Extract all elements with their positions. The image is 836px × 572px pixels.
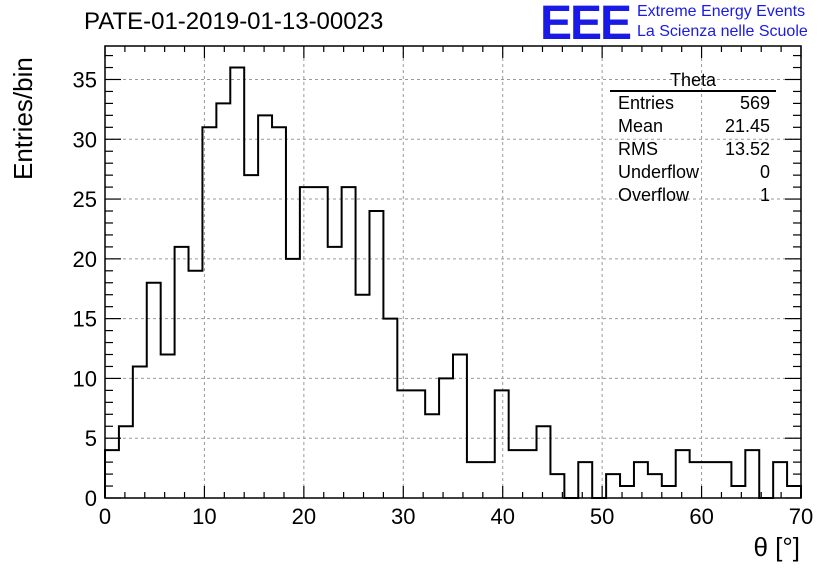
- histogram-bin: [133, 366, 147, 498]
- histogram-bin: [161, 355, 175, 498]
- stats-row-label: Mean: [618, 116, 664, 136]
- histogram-bin: [244, 175, 258, 498]
- x-tick-label: 60: [689, 504, 713, 529]
- histogram-bin: [369, 211, 383, 498]
- histogram-bin: [397, 390, 411, 498]
- histogram-bin: [634, 462, 648, 498]
- x-tick-label: 10: [192, 504, 216, 529]
- histogram-bin: [425, 414, 439, 498]
- stats-row-value: 1: [759, 185, 770, 205]
- histogram-bin: [411, 390, 425, 498]
- histogram-bin: [230, 68, 244, 498]
- x-tick-label: 70: [789, 504, 813, 529]
- y-tick-label: 0: [85, 486, 97, 511]
- eee-logo-text: Extreme Energy Events La Scienza nelle S…: [637, 2, 808, 42]
- stats-row-value: 13.52: [724, 139, 770, 159]
- histogram-bin: [662, 486, 676, 498]
- x-tick-label: 50: [590, 504, 614, 529]
- histogram-bin: [383, 319, 397, 498]
- y-tick-label: 15: [73, 307, 97, 332]
- stats-row-value: 21.45: [724, 116, 770, 136]
- stats-row-label: Entries: [618, 93, 675, 113]
- x-tick-label: 30: [391, 504, 415, 529]
- histogram-bin: [787, 486, 801, 498]
- y-tick-label: 10: [73, 366, 97, 391]
- histogram-bin: [439, 378, 453, 498]
- histogram-bin: [175, 247, 189, 498]
- histogram-bin: [258, 115, 272, 498]
- stats-title: Theta: [610, 70, 776, 92]
- stats-row: Overflow 1: [610, 184, 776, 207]
- stats-row-label: RMS: [618, 139, 658, 159]
- histogram-bin: [523, 450, 537, 498]
- stats-row: Underflow 0: [610, 161, 776, 184]
- y-tick-label: 25: [73, 187, 97, 212]
- histogram-bin: [314, 187, 328, 498]
- stats-row: Mean 21.45: [610, 115, 776, 138]
- histogram-bin: [119, 426, 133, 498]
- histogram-bin: [773, 462, 787, 498]
- histogram-bin: [328, 247, 342, 498]
- histogram-bin: [509, 450, 523, 498]
- x-axis-label: θ [°]: [753, 532, 800, 562]
- histogram-bin: [704, 462, 718, 498]
- y-tick-label: 35: [73, 67, 97, 92]
- x-tick-label: 40: [490, 504, 514, 529]
- histogram-bin: [467, 462, 481, 498]
- x-tick-label: 20: [292, 504, 316, 529]
- histogram-bin: [745, 450, 759, 498]
- histogram-bin: [495, 390, 509, 498]
- histogram-bin: [202, 127, 216, 498]
- x-tick-label: 0: [99, 504, 111, 529]
- y-tick-label: 20: [73, 247, 97, 272]
- histogram-bin: [537, 426, 551, 498]
- histogram-bin: [648, 474, 662, 498]
- histogram-bin: [189, 271, 203, 498]
- histogram-bin: [578, 462, 592, 498]
- logo-line-1: Extreme Energy Events: [637, 3, 806, 20]
- stats-row: RMS 13.52: [610, 138, 776, 161]
- logo-line-2: La Scienza nelle Scuole: [637, 23, 808, 40]
- stats-row: Entries 569: [610, 92, 776, 115]
- histogram-bin: [300, 187, 314, 498]
- histogram-bin: [717, 462, 731, 498]
- histogram-bin: [147, 283, 161, 498]
- plot-frame: [104, 45, 802, 499]
- stats-row-value: 569: [739, 93, 770, 113]
- stats-row-label: Overflow: [618, 185, 690, 205]
- chart-title: PATE-01-2019-01-13-00023: [84, 8, 384, 35]
- histogram-bin: [676, 450, 690, 498]
- histogram-bin: [356, 295, 370, 498]
- stats-rows: Entries 569 Mean 21.45 RMS 13.52 Underflow 0 Ove…: [610, 92, 776, 207]
- y-tick-label: 5: [85, 426, 97, 451]
- eee-logo-mark: EEE: [540, 0, 632, 50]
- histogram-bin: [216, 103, 230, 498]
- histogram-bin: [606, 474, 620, 498]
- y-tick-label: 30: [73, 127, 97, 152]
- histogram-series: [104, 66, 802, 499]
- stats-row-value: 0: [759, 162, 770, 182]
- stats-box: Theta Entries 569 Mean 21.45 RMS 13.52 Underfl…: [610, 70, 776, 207]
- histogram-bin: [272, 127, 286, 498]
- histogram-bin: [342, 187, 356, 498]
- histogram-bin: [731, 486, 745, 498]
- histogram-bin: [286, 259, 300, 498]
- histogram-bin: [453, 355, 467, 498]
- stats-row-label: Underflow: [618, 162, 700, 182]
